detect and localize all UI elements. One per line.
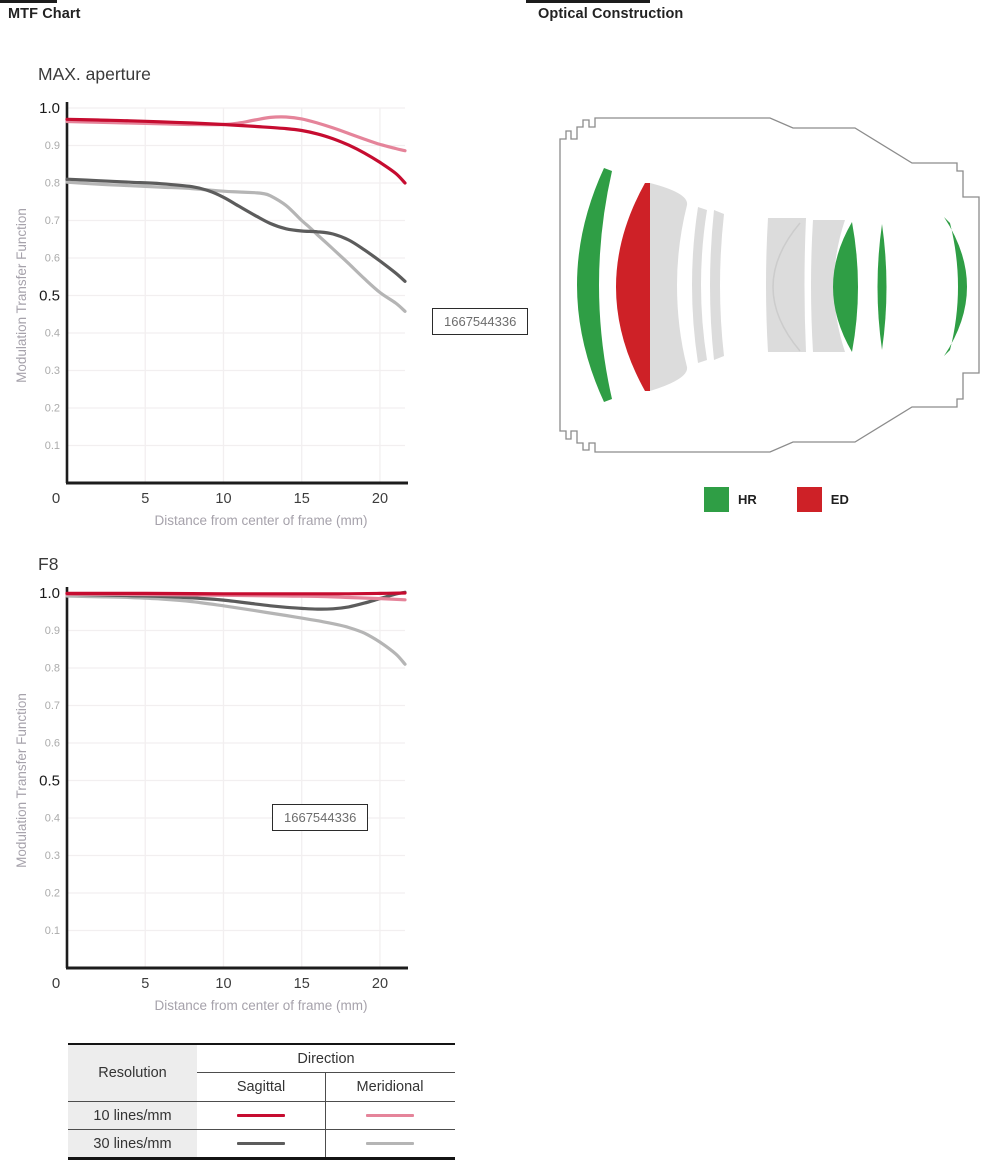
svg-text:Modulation Transfer Function: Modulation Transfer Function (14, 693, 29, 868)
svg-text:0: 0 (52, 975, 60, 992)
chart2-title: F8 (38, 554, 59, 574)
svg-text:0: 0 (52, 490, 60, 507)
optical-construction-heading: Optical Construction (538, 6, 684, 22)
svg-text:0.2: 0.2 (45, 403, 60, 415)
svg-text:Distance from center of frame: Distance from center of frame (mm) (154, 513, 367, 528)
svg-text:0.3: 0.3 (45, 850, 60, 862)
line-swatch-30-meridional (366, 1141, 414, 1146)
series-10-lines-mm-sagittal (65, 117, 407, 185)
chart1-title: MAX. aperture (38, 64, 151, 84)
legend-item-hr: HR (704, 487, 757, 512)
optical-legend: HR ED (704, 487, 849, 512)
row-10-sagittal-swatch-cell (197, 1101, 325, 1129)
ed-label: ED (830, 492, 849, 507)
mtf-chart-heading: MTF Chart (8, 6, 81, 22)
hr-label: HR (738, 492, 757, 507)
row-10-lines-label: 10 lines/mm (68, 1101, 197, 1129)
svg-text:0.7: 0.7 (45, 215, 60, 227)
series-10-lines-mm-meridional (65, 115, 407, 153)
legend-item-ed: ED (796, 487, 849, 512)
svg-text:1.0: 1.0 (39, 100, 60, 117)
svg-text:5: 5 (141, 976, 149, 992)
svg-text:0.4: 0.4 (45, 813, 60, 825)
right-tab-top-line (526, 0, 650, 3)
svg-text:Distance from center of frame: Distance from center of frame (mm) (154, 998, 367, 1013)
value-box: 1667544336 (432, 308, 529, 335)
row-10-meridional-swatch-cell (325, 1101, 455, 1129)
mtf-chart-max-aperture: 0.1 0.2 0.3 0.4 0.5 0.6 0.7 0.8 0.9 1.0 0 5 10 15 20 Mo… (14, 100, 408, 528)
svg-text:0.1: 0.1 (45, 925, 60, 937)
series-30-lines-mm-sagittal (65, 177, 407, 283)
lens-element-glass-1 (650, 183, 688, 391)
svg-text:0.8: 0.8 (45, 663, 60, 675)
lens-cement-line (772, 222, 801, 352)
row-30-sagittal-swatch-cell (197, 1129, 325, 1157)
lens-element-ed (616, 183, 650, 391)
line-swatch-10-meridional (366, 1113, 414, 1118)
row-30-meridional-swatch-cell (325, 1129, 455, 1157)
series-30-lines-mm-meridional (65, 594, 407, 666)
svg-text:5: 5 (141, 491, 149, 507)
svg-text:0.5: 0.5 (39, 773, 60, 790)
mtf-chart-f8: 0.1 0.2 0.3 0.4 0.5 0.6 0.7 0.8 0.9 1.0 0 5 10 15 20 Mo… (14, 585, 408, 1013)
direction-header-cell: Direction (197, 1045, 455, 1073)
lens-element-hr-mid-2 (877, 224, 887, 350)
series-30-lines-mm-meridional (65, 180, 407, 313)
row-30-lines-label: 30 lines/mm (68, 1129, 197, 1157)
svg-text:0.9: 0.9 (45, 140, 60, 152)
mtf-legend-table: Resolution Direction Sagittal Meridional… (68, 1043, 455, 1160)
svg-text:10: 10 (215, 976, 231, 992)
resolution-header-cell: Resolution (68, 1045, 197, 1101)
meridional-header-cell: Meridional (356, 1079, 424, 1095)
lens-element-glass-3 (710, 210, 724, 360)
svg-text:1.0: 1.0 (39, 585, 60, 602)
svg-text:15: 15 (294, 491, 310, 507)
lens-element-hr-rear (944, 217, 967, 356)
ed-color-swatch (796, 487, 822, 512)
svg-text:0.6: 0.6 (45, 738, 60, 750)
svg-text:0.5: 0.5 (39, 288, 60, 305)
svg-text:15: 15 (294, 976, 310, 992)
svg-text:20: 20 (372, 491, 388, 507)
svg-text:0.1: 0.1 (45, 440, 60, 452)
lens-element-hr-front (577, 168, 612, 402)
series-10-lines-mm-sagittal (65, 591, 407, 596)
lens-element-glass-5 (811, 220, 845, 352)
hr-color-swatch (704, 487, 729, 512)
line-swatch-10-sagittal (237, 1113, 285, 1118)
svg-text:0.7: 0.7 (45, 700, 60, 712)
sagittal-header-cell: Sagittal (236, 1079, 286, 1095)
direction-column-divider (325, 1073, 326, 1157)
svg-text:20: 20 (372, 976, 388, 992)
svg-text:0.2: 0.2 (45, 888, 60, 900)
svg-text:0.6: 0.6 (45, 253, 60, 265)
svg-text:Modulation Transfer Function: Modulation Transfer Function (14, 208, 29, 383)
svg-text:0.4: 0.4 (45, 328, 60, 340)
line-swatch-30-sagittal (237, 1141, 285, 1146)
svg-text:10: 10 (215, 491, 231, 507)
svg-text:0.9: 0.9 (45, 625, 60, 637)
lens-element-glass-4 (766, 218, 806, 352)
lens-element-hr-mid-1 (833, 222, 858, 352)
lens-barrel-outline (559, 117, 980, 453)
lens-cross-section-diagram (559, 117, 980, 453)
lens-element-glass-2 (692, 207, 707, 363)
svg-text:0.3: 0.3 (45, 365, 60, 377)
left-tab-top-line (0, 0, 57, 3)
value-box: 1667544336 (272, 804, 369, 831)
svg-text:0.8: 0.8 (45, 178, 60, 190)
